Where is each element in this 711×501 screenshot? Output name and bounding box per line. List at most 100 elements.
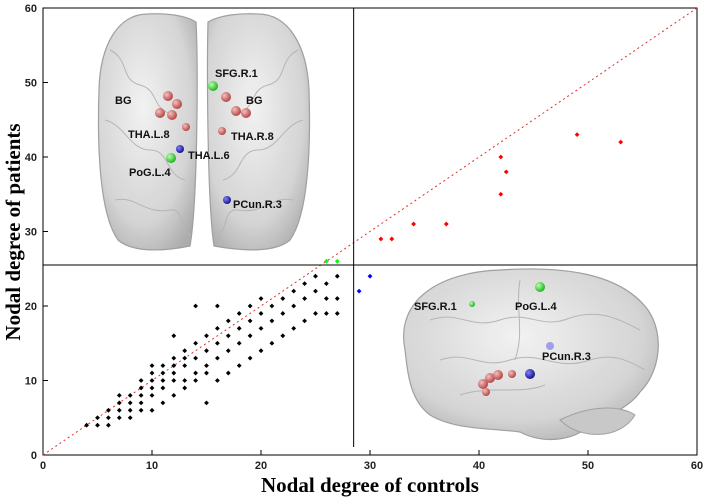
x-tick-label: 30 <box>364 460 376 472</box>
point <box>171 363 177 368</box>
point <box>182 363 188 368</box>
point <box>356 288 362 294</box>
x-tick-label: 10 <box>146 460 158 472</box>
point <box>215 325 220 331</box>
point <box>225 318 231 324</box>
point <box>215 378 220 383</box>
point <box>324 296 329 301</box>
point <box>116 407 122 413</box>
point <box>225 348 231 354</box>
point <box>225 333 231 339</box>
point <box>302 296 307 301</box>
y-tick-label: 60 <box>25 3 37 15</box>
y-tick-label: 50 <box>25 78 37 90</box>
point <box>247 355 253 361</box>
point <box>193 303 198 309</box>
node-label: SFG.R.1 <box>414 301 457 313</box>
x-tick-label: 20 <box>255 460 267 472</box>
point <box>215 340 220 346</box>
point <box>324 258 329 264</box>
point <box>182 355 188 361</box>
point <box>280 333 286 339</box>
point <box>149 370 155 376</box>
point <box>171 370 177 376</box>
point <box>247 318 253 324</box>
point <box>204 370 209 376</box>
point <box>138 393 144 398</box>
point <box>106 415 111 421</box>
point <box>138 378 144 383</box>
point <box>334 258 340 264</box>
identity-line <box>42 7 698 456</box>
point <box>236 363 242 368</box>
point <box>171 393 177 398</box>
point <box>204 348 209 354</box>
point <box>182 378 188 383</box>
point <box>193 370 198 376</box>
point <box>138 400 144 406</box>
point <box>116 400 122 406</box>
point <box>160 378 166 383</box>
point <box>334 273 340 279</box>
y-tick-label: 40 <box>25 152 37 164</box>
point <box>498 191 504 197</box>
point <box>302 281 307 287</box>
point <box>204 363 209 368</box>
point <box>149 407 155 413</box>
point <box>291 303 297 309</box>
point <box>193 340 198 346</box>
point <box>193 378 198 383</box>
point <box>334 311 340 316</box>
point <box>171 378 177 383</box>
node-label: PCun.R.3 <box>233 199 282 211</box>
point <box>84 422 89 428</box>
point <box>215 303 220 309</box>
point <box>138 407 144 413</box>
x-tick-label: 50 <box>582 460 594 472</box>
point <box>324 281 329 287</box>
point <box>149 378 155 383</box>
x-tick-label: 0 <box>40 460 46 472</box>
y-tick-label: 10 <box>25 376 37 388</box>
point <box>171 333 177 339</box>
point <box>324 311 329 316</box>
point <box>225 370 231 376</box>
y-tick-label: 30 <box>25 227 37 239</box>
point <box>280 311 286 316</box>
point <box>236 325 242 331</box>
point <box>313 288 318 294</box>
point <box>160 363 166 368</box>
point <box>247 303 253 309</box>
point <box>236 311 242 316</box>
point <box>193 355 198 361</box>
node-label: BG <box>115 95 132 107</box>
point <box>95 415 100 421</box>
point <box>269 340 275 346</box>
node-label: SFG.R.1 <box>215 68 258 80</box>
node-label: BG <box>246 95 263 107</box>
point <box>127 393 133 398</box>
point <box>258 348 264 354</box>
point <box>411 221 416 227</box>
point <box>618 139 624 145</box>
y-tick-label: 0 <box>31 450 37 462</box>
point <box>106 407 111 413</box>
point <box>215 355 220 361</box>
node-label: PCun.R.3 <box>542 351 591 363</box>
point <box>171 355 177 361</box>
point <box>149 393 155 398</box>
point <box>503 169 509 175</box>
x-axis-label: Nodal degree of controls <box>261 473 479 497</box>
point <box>127 415 133 421</box>
point <box>149 363 155 368</box>
brain-top-view <box>97 13 311 251</box>
point <box>204 400 209 406</box>
point <box>291 325 297 331</box>
point <box>160 370 166 376</box>
x-tick-label: 40 <box>473 460 485 472</box>
point <box>291 288 297 294</box>
point <box>236 340 242 346</box>
point <box>160 400 166 406</box>
point <box>106 422 111 428</box>
